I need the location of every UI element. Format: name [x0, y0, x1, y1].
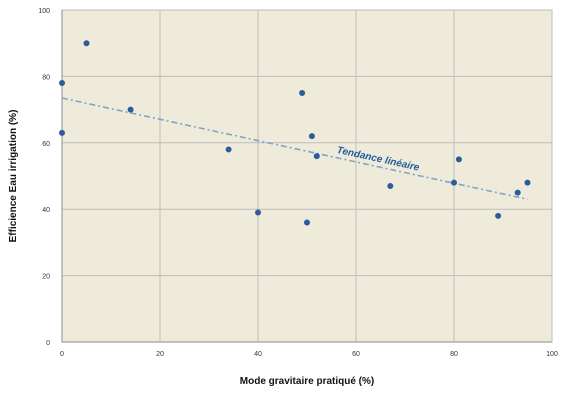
data-point	[387, 182, 394, 189]
data-point	[304, 219, 310, 226]
data-point	[514, 189, 521, 196]
y-tick-label-1: 20	[42, 274, 50, 281]
x-tick-label-2: 40	[254, 351, 262, 358]
x-tick-label-5: 100	[546, 351, 558, 358]
data-point	[59, 80, 65, 87]
trendline-group	[61, 97, 528, 201]
axes	[61, 10, 552, 343]
tick-labels: 0 20 40 60 80 100 0 20 40 60 80 100	[38, 8, 558, 358]
data-point	[83, 40, 90, 47]
y-tick-label-2: 40	[42, 207, 50, 214]
y-tick-label-3: 60	[42, 141, 50, 148]
data-point	[455, 156, 462, 163]
y-tick-label-4: 80	[42, 74, 50, 81]
data-point	[524, 179, 531, 186]
data-point	[313, 153, 320, 160]
gridlines	[61, 9, 553, 343]
x-tick-label-1: 20	[156, 351, 164, 358]
data-point	[127, 106, 134, 113]
x-tick-label-4: 80	[450, 351, 458, 358]
y-tick-label-0: 0	[46, 340, 50, 347]
data-point	[255, 209, 261, 216]
x-tick-label-0: 0	[60, 351, 64, 358]
y-axis-title: Efficience Eau irrigation (%)	[8, 110, 19, 243]
data-points	[59, 40, 531, 226]
data-point	[299, 90, 306, 96]
plot-area	[61, 9, 553, 343]
data-point	[225, 146, 232, 153]
data-point	[451, 179, 457, 186]
data-point	[308, 133, 315, 140]
data-point	[59, 129, 65, 136]
x-tick-label-3: 60	[352, 351, 360, 358]
data-point	[495, 212, 502, 219]
trendline	[61, 97, 528, 201]
y-tick-label-5: 100	[38, 8, 50, 15]
x-axis-title: Mode gravitaire pratiqué (%)	[240, 376, 374, 387]
